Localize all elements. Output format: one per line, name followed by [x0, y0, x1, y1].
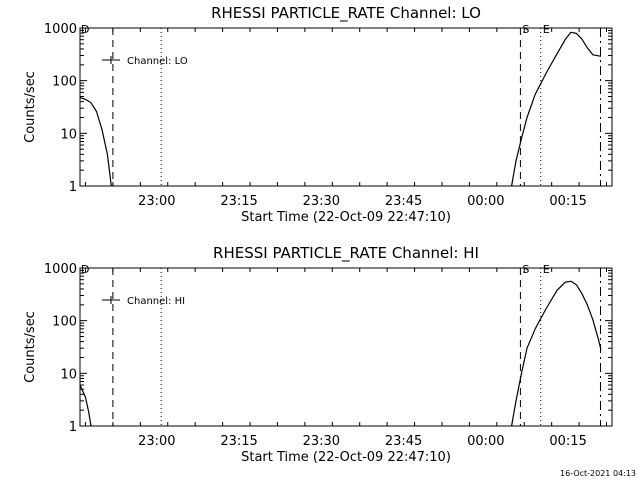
marker-label: E	[543, 23, 550, 36]
y-tick-label: 10	[60, 127, 77, 142]
generation-timestamp: 16-Oct-2021 04:13	[560, 469, 636, 478]
x-tick-label: 00:00	[467, 194, 504, 209]
plot-frame	[79, 27, 613, 187]
x-tick-label: 00:15	[549, 194, 586, 209]
x-tick-label: 23:00	[138, 194, 175, 209]
corner-label: D	[81, 23, 89, 36]
data-line-segment	[79, 384, 92, 427]
corner-label: D	[81, 263, 89, 276]
x-tick-label: 00:15	[549, 434, 586, 449]
marker-label: E	[543, 263, 550, 276]
x-tick-label: 23:00	[138, 434, 175, 449]
chart-title: RHESSI PARTICLE_RATE Channel: LO	[211, 4, 481, 23]
x-axis-label: Start Time (22-Oct-09 22:47:10)	[241, 450, 451, 465]
legend-label: Channel: HI	[127, 296, 185, 307]
data-line-segment	[511, 31, 602, 187]
x-tick-label: 23:45	[385, 434, 422, 449]
x-tick-label: 23:30	[303, 434, 340, 449]
x-axis-label: Start Time (22-Oct-09 22:47:10)	[241, 210, 451, 225]
y-tick-label: 100	[52, 315, 77, 330]
y-tick-label: 10	[60, 367, 77, 382]
y-tick-label: 100	[52, 75, 77, 90]
y-axis-label: Counts/sec	[23, 71, 38, 143]
y-tick-label: 1000	[44, 262, 77, 277]
marker-label: S	[522, 263, 529, 276]
y-tick-label: 1000	[44, 22, 77, 37]
plot-frame	[79, 267, 613, 427]
y-axis-label: Counts/sec	[23, 311, 38, 383]
data-line-segment	[79, 96, 112, 187]
data-line-segment	[511, 280, 602, 427]
y-tick-label: 1	[69, 180, 77, 195]
marker-label: S	[522, 23, 529, 36]
x-tick-label: 23:15	[220, 194, 257, 209]
x-tick-label: 23:15	[220, 434, 257, 449]
y-tick-label: 1	[69, 420, 77, 435]
x-tick-label: 00:00	[467, 434, 504, 449]
legend-label: Channel: LO	[127, 56, 188, 67]
chart-title: RHESSI PARTICLE_RATE Channel: HI	[213, 244, 479, 263]
x-tick-label: 23:45	[385, 194, 422, 209]
x-tick-label: 23:30	[303, 194, 340, 209]
